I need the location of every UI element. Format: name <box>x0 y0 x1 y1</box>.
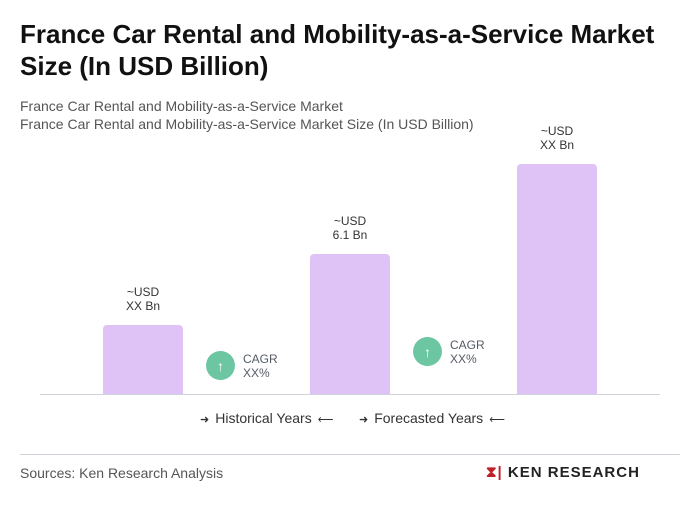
arrow-right-icon: ➜ <box>359 414 369 426</box>
legend-forecasted: ➜ Forecasted Years ⟵ <box>359 410 511 426</box>
bar-3 <box>517 164 597 394</box>
arrow-left-icon: ⟵ <box>489 414 505 426</box>
cagr-label: CAGR <box>243 351 278 366</box>
data-label-line2: XX Bn <box>125 299 161 313</box>
cagr-value: XX% <box>450 351 477 366</box>
data-label-1: ~USD XX Bn <box>93 285 193 313</box>
cagr-label: CAGR <box>450 337 485 352</box>
subtitle: France Car Rental and Mobility-as-a-Serv… <box>20 98 343 114</box>
source-text: Sources: Ken Research Analysis <box>20 465 224 481</box>
ken-research-logo: ⧗| KEN RESEARCH <box>486 464 640 481</box>
chart-title: France Car Rental and Mobility-as-a-Serv… <box>20 19 655 81</box>
bar-2 <box>310 254 390 394</box>
data-label-line1: ~USD <box>540 124 574 138</box>
x-axis <box>40 394 660 395</box>
bar-1 <box>103 325 183 394</box>
data-label-line2: 6.1 Bn <box>332 228 368 242</box>
arrow-up-icon: ↑ <box>206 351 235 380</box>
logo-text: KEN RESEARCH <box>507 464 640 481</box>
data-label-3: ~USD XX Bn <box>507 124 607 152</box>
data-label-2: ~USD 6.1 Bn <box>300 214 400 242</box>
legend-label: Forecasted Years <box>374 410 484 426</box>
cagr-value: XX% <box>243 365 270 380</box>
cagr-badge-2: ↑ CAGR XX% <box>413 337 485 366</box>
legend-historical: ➜ Historical Years ⟵ <box>200 410 340 426</box>
arrow-left-icon: ⟵ <box>317 414 334 426</box>
arrow-right-icon: ➜ <box>200 414 210 426</box>
subtitle-secondary: France Car Rental and Mobility-as-a-Serv… <box>20 116 474 132</box>
arrow-up-icon: ↑ <box>413 337 442 366</box>
logo-mark-icon: ⧗| <box>486 464 503 481</box>
footer-divider <box>20 454 680 455</box>
data-label-line1: ~USD <box>126 285 160 299</box>
data-label-line2: XX Bn <box>539 138 575 152</box>
cagr-badge-1: ↑ CAGR XX% <box>206 351 278 380</box>
legend-label: Historical Years <box>215 410 312 426</box>
data-label-line1: ~USD <box>333 214 367 228</box>
